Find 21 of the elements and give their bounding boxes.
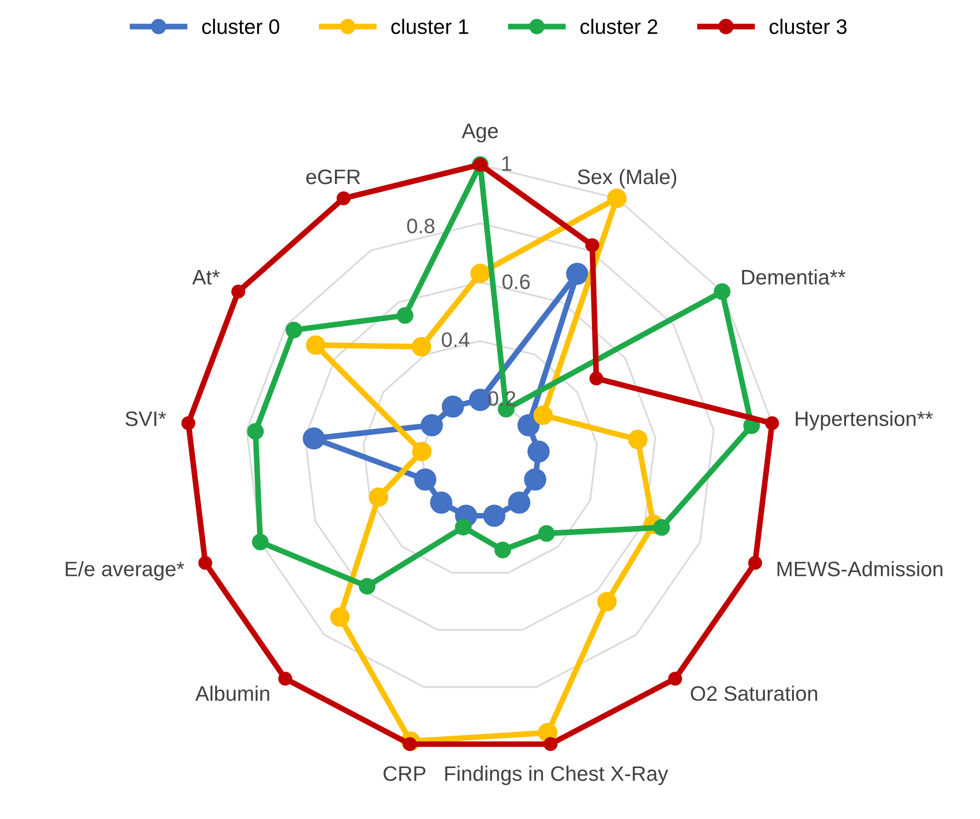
- legend-label: cluster 1: [391, 18, 468, 34]
- spoke-label: Age: [462, 124, 498, 142]
- y-tick-label: 0.8: [407, 218, 434, 234]
- spoke-label: Dementia**: [742, 269, 846, 285]
- y-tick-label: 0.6: [502, 274, 530, 290]
- spoke-label: eGFR: [306, 169, 360, 184]
- y-tick-label: 0.4: [442, 332, 470, 348]
- spoke-label: MEWS-Admission: [778, 561, 942, 576]
- y-tick-label: 1: [502, 156, 512, 171]
- spoke-label: SVI*: [126, 411, 166, 426]
- legend-label: cluster 2: [580, 18, 658, 34]
- spoke-label: Findings in Chest X-Ray: [445, 766, 668, 786]
- legend-label: cluster 0: [202, 18, 280, 34]
- spoke-label: At*: [192, 270, 220, 285]
- spoke-label: CRP: [384, 766, 426, 781]
- spoke-label: Sex (Male): [578, 168, 676, 188]
- spoke-label: E/e average*: [66, 561, 184, 580]
- spoke-label: Albumin: [195, 686, 270, 701]
- legend-label: cluster 3: [770, 18, 847, 34]
- spoke-label: Hypertension**: [796, 410, 933, 430]
- spoke-label: O2 Saturation: [690, 686, 818, 701]
